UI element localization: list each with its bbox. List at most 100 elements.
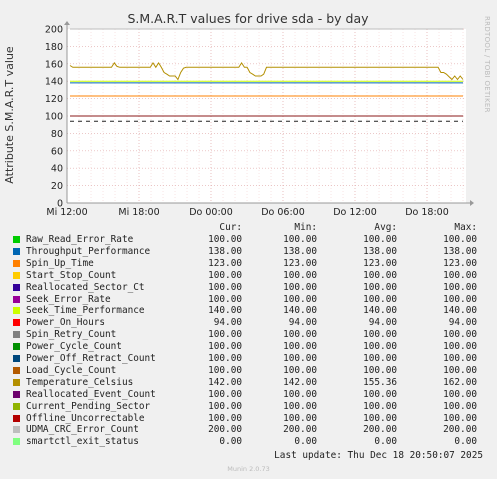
legend-cur: 138.00 <box>208 245 242 257</box>
legend-swatch <box>13 366 20 374</box>
y-tick-label: 80 <box>51 129 63 140</box>
legend-cur: 100.00 <box>208 281 242 293</box>
legend-avg: 138.00 <box>363 245 397 257</box>
chart-title: S.M.A.R.T values for drive sda - by day <box>127 11 369 26</box>
legend-label: Power_Off_Retract_Count <box>26 353 156 364</box>
legend-row: Offline_Uncorrectable 100.00 100.00 100.00 1… <box>0 413 497 425</box>
legend-cur: 200.00 <box>208 424 242 436</box>
legend-swatch <box>13 402 20 410</box>
legend-avg: 94.00 <box>368 317 397 329</box>
legend-label: Offline_Uncorrectable <box>26 412 145 424</box>
legend-min: 100.00 <box>283 400 317 412</box>
legend-label: Spin_Retry_Count <box>26 329 117 341</box>
legend-row: Reallocated_Event_Count 100.00 100.00 100.0… <box>0 389 497 401</box>
legend-max: 94.00 <box>448 317 477 329</box>
legend-max: 100.00 <box>443 400 477 412</box>
legend-min: 100.00 <box>283 364 317 376</box>
legend-cur: 100.00 <box>208 364 242 376</box>
legend-swatch <box>13 414 20 422</box>
y-tick-label: 180 <box>45 42 63 53</box>
x-tick-label: Mi 12:00 <box>46 207 87 218</box>
legend-avg: 100.00 <box>363 400 397 412</box>
x-tick-label: Mi 18:00 <box>118 207 159 218</box>
legend-min: 100.00 <box>283 341 317 353</box>
legend-row: Reallocated_Sector_Ct 100.00 100.00 100.00 1… <box>0 282 497 294</box>
legend-min: 100.00 <box>283 281 317 293</box>
legend-avg: 100.00 <box>363 341 397 353</box>
column-header-avg: Avg: <box>374 222 397 233</box>
legend-max: 123.00 <box>443 257 477 269</box>
legend-avg: 100.00 <box>363 269 397 281</box>
legend-label: Load_Cycle_Count <box>26 364 117 376</box>
legend-label: Current_Pending_Sector <box>26 400 151 412</box>
y-tick-label: 60 <box>51 146 63 157</box>
legend-max: 140.00 <box>443 305 477 317</box>
legend-row: Power_Cycle_Count 100.00 100.00 100.00 100.0… <box>0 341 497 353</box>
legend-max: 100.00 <box>443 353 477 364</box>
legend-swatch <box>13 390 20 398</box>
x-tick-label: Do 06:00 <box>261 207 305 218</box>
y-tick-label: 100 <box>45 112 63 123</box>
legend-avg: 100.00 <box>363 412 397 424</box>
legend-label: Spin_Up_Time <box>26 257 94 269</box>
y-tick-label: 140 <box>45 77 63 88</box>
plot-area: 0 20 40 60 80 100 120 140 160 180 200 Mi 12:00 Mi 18… <box>45 21 474 218</box>
rrdtool-credit: RRDTOOL / TOBI OETIKER <box>483 16 491 113</box>
legend-avg: 100.00 <box>363 364 397 376</box>
legend-max: 100.00 <box>443 412 477 424</box>
column-header-cur: Cur: <box>219 222 242 233</box>
legend-cur: 100.00 <box>208 293 242 305</box>
legend-cur: 100.00 <box>208 329 242 341</box>
legend-row: Raw_Read_Error_Rate 100.00 100.00 100.00 100… <box>0 234 497 246</box>
legend-label: Reallocated_Event_Count <box>26 388 156 400</box>
y-tick-label: 160 <box>45 59 63 70</box>
legend-max: 100.00 <box>443 269 477 281</box>
series-line-temperature-celsius <box>69 61 464 81</box>
y-tick-label: 40 <box>51 164 63 175</box>
y-tick-label: 200 <box>45 25 63 36</box>
legend-cur: 100.00 <box>208 234 242 245</box>
legend-max: 0.00 <box>454 436 477 448</box>
legend-swatch <box>13 283 20 291</box>
legend-avg: 100.00 <box>363 293 397 305</box>
legend-label: Raw_Read_Error_Rate <box>26 234 134 245</box>
column-header-max: Max: <box>454 222 477 233</box>
legend-max: 100.00 <box>443 388 477 400</box>
legend-avg: 123.00 <box>363 257 397 269</box>
legend-swatch <box>13 426 20 434</box>
legend-swatch <box>13 331 20 339</box>
legend-row: Start_Stop_Count 100.00 100.00 100.00 100.00 <box>0 270 497 282</box>
legend-row: Power_On_Hours 94.00 94.00 94.00 94.00 <box>0 317 497 329</box>
legend-swatch <box>13 271 20 279</box>
legend-avg: 155.36 <box>363 376 397 388</box>
legend-cur: 140.00 <box>208 305 242 317</box>
x-tick-label: Do 00:00 <box>189 207 233 218</box>
y-tick-label: 20 <box>51 181 63 192</box>
legend-min: 100.00 <box>283 412 317 424</box>
x-axis-arrow <box>470 200 474 206</box>
legend-avg: 100.00 <box>363 353 397 364</box>
legend-swatch <box>13 295 20 303</box>
y-tick-label: 0 <box>57 199 63 210</box>
column-header-min: Min: <box>294 222 317 233</box>
legend-min: 100.00 <box>283 293 317 305</box>
legend-label: Seek_Time_Performance <box>26 305 145 317</box>
legend-max: 162.00 <box>443 376 477 388</box>
legend-cur: 94.00 <box>213 317 242 329</box>
legend-max: 100.00 <box>443 364 477 376</box>
legend-max: 100.00 <box>443 341 477 353</box>
legend-cur: 0.00 <box>219 436 242 448</box>
legend-row: smartctl_exit_status 0.00 0.00 0.00 0.00 <box>0 436 497 448</box>
x-tick-label: Do 12:00 <box>333 207 377 218</box>
legend-swatch <box>13 355 20 362</box>
legend-avg: 200.00 <box>363 424 397 436</box>
legend-swatch <box>13 307 20 315</box>
legend-max: 100.00 <box>443 293 477 305</box>
legend-cur: 100.00 <box>208 341 242 353</box>
legend-avg: 100.00 <box>363 281 397 293</box>
legend-swatch <box>13 236 20 243</box>
legend-min: 138.00 <box>283 245 317 257</box>
legend-avg: 100.00 <box>363 329 397 341</box>
legend-label: UDMA_CRC_Error_Count <box>26 424 139 436</box>
legend-swatch <box>13 438 20 446</box>
